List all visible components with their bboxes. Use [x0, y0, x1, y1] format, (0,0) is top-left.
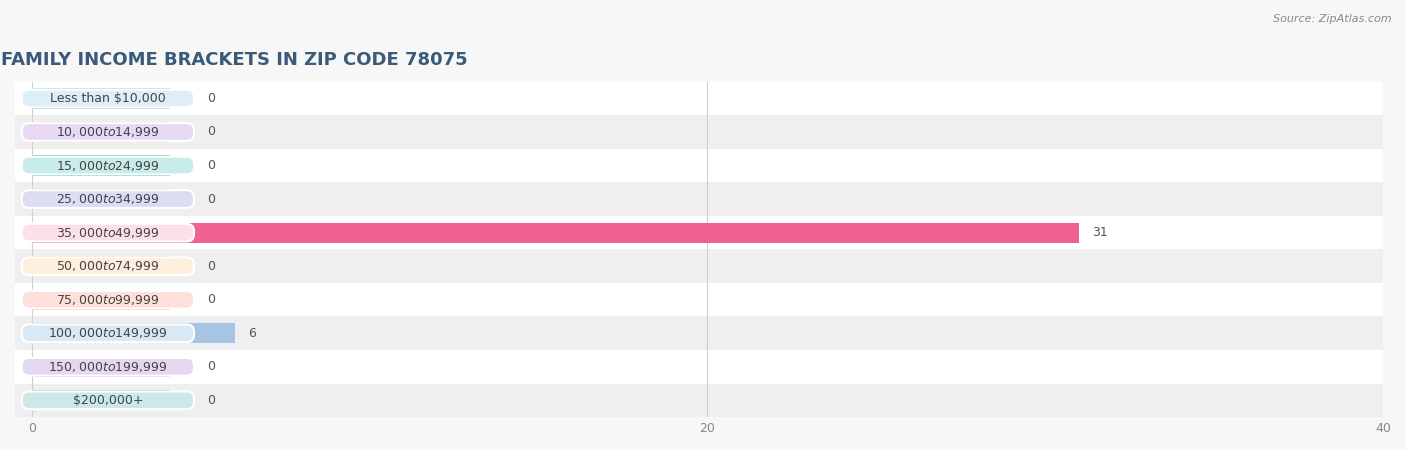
Text: $100,000 to $149,999: $100,000 to $149,999 — [48, 326, 167, 340]
Bar — [32, 290, 170, 310]
Text: Source: ZipAtlas.com: Source: ZipAtlas.com — [1274, 14, 1392, 23]
Bar — [0, 149, 1406, 182]
Text: FAMILY INCOME BRACKETS IN ZIP CODE 78075: FAMILY INCOME BRACKETS IN ZIP CODE 78075 — [1, 51, 468, 69]
Text: $15,000 to $24,999: $15,000 to $24,999 — [56, 158, 160, 172]
FancyBboxPatch shape — [21, 123, 194, 141]
Text: $150,000 to $199,999: $150,000 to $199,999 — [48, 360, 167, 374]
Text: 6: 6 — [247, 327, 256, 340]
Bar — [0, 283, 1406, 316]
FancyBboxPatch shape — [21, 190, 194, 208]
Text: 31: 31 — [1092, 226, 1108, 239]
Text: $10,000 to $14,999: $10,000 to $14,999 — [56, 125, 160, 139]
Bar — [32, 189, 170, 209]
Text: 0: 0 — [208, 126, 215, 139]
Bar — [0, 115, 1406, 149]
Bar — [32, 223, 1078, 243]
Text: 0: 0 — [208, 293, 215, 306]
Text: 0: 0 — [208, 260, 215, 273]
Text: Less than $10,000: Less than $10,000 — [51, 92, 166, 105]
Text: $35,000 to $49,999: $35,000 to $49,999 — [56, 225, 160, 240]
Bar — [0, 249, 1406, 283]
Text: $200,000+: $200,000+ — [73, 394, 143, 407]
Bar — [32, 390, 170, 410]
FancyBboxPatch shape — [21, 324, 194, 342]
Bar — [32, 256, 170, 276]
FancyBboxPatch shape — [21, 358, 194, 376]
FancyBboxPatch shape — [21, 392, 194, 409]
FancyBboxPatch shape — [21, 291, 194, 309]
Text: 0: 0 — [208, 92, 215, 105]
Bar — [32, 155, 170, 176]
Bar — [32, 88, 170, 108]
Text: $50,000 to $74,999: $50,000 to $74,999 — [56, 259, 160, 273]
Bar — [0, 316, 1406, 350]
Bar — [0, 383, 1406, 417]
Text: 0: 0 — [208, 193, 215, 206]
Bar — [32, 122, 170, 142]
Text: 0: 0 — [208, 360, 215, 374]
Bar — [0, 216, 1406, 249]
FancyBboxPatch shape — [21, 157, 194, 175]
Text: 0: 0 — [208, 159, 215, 172]
Bar — [32, 323, 235, 343]
Text: $75,000 to $99,999: $75,000 to $99,999 — [56, 292, 160, 307]
FancyBboxPatch shape — [21, 224, 194, 242]
Bar — [0, 182, 1406, 216]
Bar — [0, 350, 1406, 383]
Bar — [32, 357, 170, 377]
FancyBboxPatch shape — [21, 257, 194, 275]
Bar — [0, 81, 1406, 115]
Text: 0: 0 — [208, 394, 215, 407]
FancyBboxPatch shape — [21, 90, 194, 107]
Text: $25,000 to $34,999: $25,000 to $34,999 — [56, 192, 160, 206]
